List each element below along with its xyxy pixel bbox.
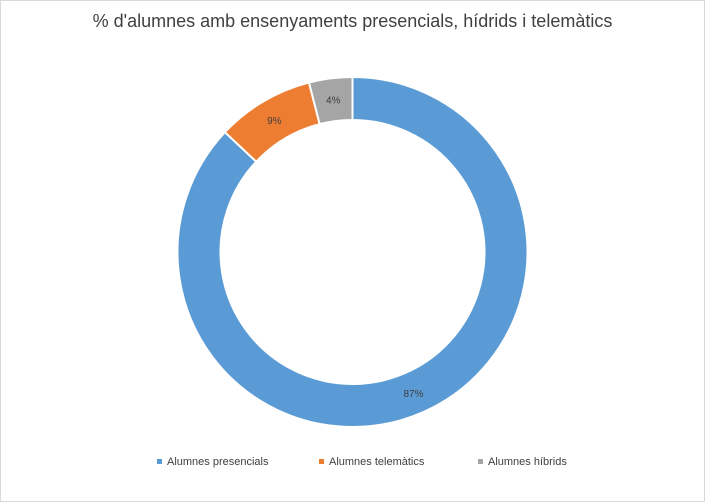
legend-label: Alumnes híbrids <box>488 456 567 468</box>
legend-item-presencials: Alumnes presencials <box>157 455 269 469</box>
slice-2 <box>307 75 354 126</box>
legend-swatch-presencials <box>157 459 162 464</box>
legend: Alumnes presencials Alumnes telemàtics A… <box>0 455 705 469</box>
legend-label: Alumnes presencials <box>167 456 269 468</box>
legend-swatch-hibrids <box>478 459 483 464</box>
legend-label: Alumnes telemàtics <box>329 456 425 468</box>
chart-title: % d'alumnes amb ensenyaments presencials… <box>92 11 613 31</box>
data-label-2: 4% <box>326 96 341 107</box>
data-label-1: 9% <box>267 116 282 127</box>
legend-item-hibrids: Alumnes híbrids <box>478 455 567 469</box>
legend-swatch-telematics <box>319 459 324 464</box>
legend-item-telematics: Alumnes telemàtics <box>319 455 424 469</box>
data-label-0: 87% <box>403 389 423 400</box>
slice-0 <box>176 75 529 428</box>
